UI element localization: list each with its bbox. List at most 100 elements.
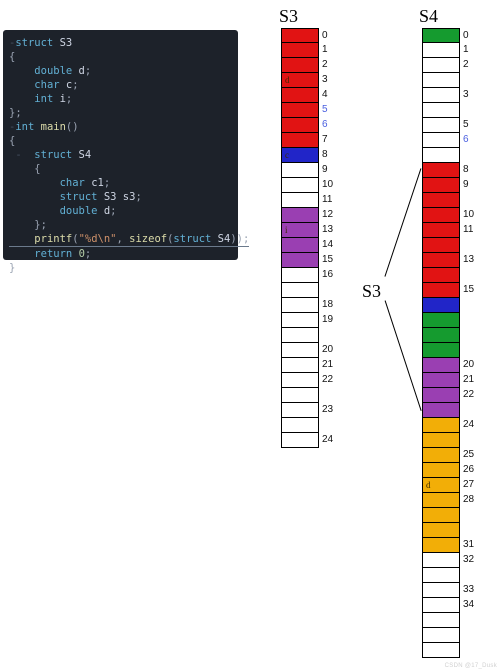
memory-column-s3: 0123d45678c910111213i1415161819202122232… bbox=[281, 28, 319, 448]
byte-index-label: 5 bbox=[463, 120, 469, 130]
byte-index-label: 3 bbox=[463, 90, 469, 100]
brace-stroke bbox=[384, 168, 421, 276]
code-token: }; bbox=[9, 107, 22, 119]
memory-cell: 0 bbox=[422, 28, 460, 43]
byte-index-label: 9 bbox=[322, 165, 328, 175]
code-token: ; bbox=[104, 177, 110, 189]
memory-cell: 21 bbox=[422, 373, 460, 388]
byte-index-label: 18 bbox=[322, 300, 333, 310]
memory-cell bbox=[281, 328, 319, 343]
memory-cell: 34 bbox=[422, 598, 460, 613]
field-label: i bbox=[285, 225, 288, 235]
byte-index-label: 24 bbox=[463, 420, 474, 430]
memory-cell: 21 bbox=[281, 358, 319, 373]
byte-index-label: 15 bbox=[322, 255, 333, 265]
byte-index-label: 21 bbox=[463, 375, 474, 385]
column-title-s3: S3 bbox=[279, 6, 298, 27]
code-line: return 0; bbox=[9, 247, 232, 261]
code-line: } bbox=[9, 261, 232, 275]
memory-cell: 10 bbox=[422, 208, 460, 223]
code-token: double bbox=[34, 65, 72, 77]
memory-cell: 16 bbox=[281, 268, 319, 283]
memory-cell: 13 bbox=[422, 253, 460, 268]
memory-cell: 20 bbox=[422, 358, 460, 373]
byte-index-label: 6 bbox=[322, 120, 328, 130]
memory-cell: 14 bbox=[281, 238, 319, 253]
memory-cell: 27d bbox=[422, 478, 460, 493]
code-token bbox=[9, 163, 34, 175]
code-token: main bbox=[41, 121, 66, 133]
memory-cell: 3 bbox=[422, 88, 460, 103]
code-token: } bbox=[9, 262, 15, 274]
memory-cell: 9 bbox=[281, 163, 319, 178]
code-token: sizeof bbox=[129, 233, 167, 245]
memory-cell: 20 bbox=[281, 343, 319, 358]
code-token: S4 bbox=[72, 149, 91, 161]
byte-index-label: 13 bbox=[463, 255, 474, 265]
code-token: ; bbox=[135, 191, 141, 203]
column-title-s4: S4 bbox=[419, 6, 438, 27]
byte-index-label: 23 bbox=[322, 405, 333, 415]
memory-cell: 6 bbox=[422, 133, 460, 148]
memory-cell: 15 bbox=[422, 283, 460, 298]
memory-cell bbox=[422, 403, 460, 418]
byte-index-label: 2 bbox=[463, 60, 469, 70]
byte-index-label: 0 bbox=[322, 31, 328, 41]
byte-index-label: 20 bbox=[463, 360, 474, 370]
watermark: CSDN @17_Dusk bbox=[445, 663, 497, 669]
memory-cell: 5 bbox=[422, 118, 460, 133]
code-token: S3 s3 bbox=[98, 191, 136, 203]
s3-brace-label: S3 bbox=[362, 281, 381, 302]
byte-index-label: 28 bbox=[463, 495, 474, 505]
memory-cell: 15 bbox=[281, 253, 319, 268]
byte-index-label: 7 bbox=[322, 135, 328, 145]
byte-index-label: 2 bbox=[322, 60, 328, 70]
code-token bbox=[9, 177, 60, 189]
byte-index-label: 1 bbox=[322, 45, 328, 55]
memory-cell bbox=[422, 328, 460, 343]
memory-cell: 18 bbox=[281, 298, 319, 313]
code-token: c1 bbox=[85, 177, 104, 189]
memory-cell bbox=[281, 283, 319, 298]
byte-index-label: 0 bbox=[463, 31, 469, 41]
byte-index-label: 4 bbox=[322, 90, 328, 100]
code-line: { bbox=[9, 162, 232, 176]
code-line: -int main() bbox=[9, 120, 232, 134]
code-line: }; bbox=[9, 106, 232, 120]
code-panel: -struct S3{ double d; char c; int i;};-i… bbox=[3, 30, 238, 260]
code-token: ; bbox=[85, 65, 91, 77]
code-token: int bbox=[34, 93, 53, 105]
byte-index-label: 9 bbox=[463, 180, 469, 190]
byte-index-label: 34 bbox=[463, 600, 474, 610]
memory-cell: 13i bbox=[281, 223, 319, 238]
code-line: double d; bbox=[9, 204, 232, 218]
byte-index-label: 25 bbox=[463, 450, 474, 460]
byte-index-label: 6 bbox=[463, 135, 469, 145]
code-token: }; bbox=[34, 219, 47, 231]
code-token: struct bbox=[60, 191, 98, 203]
memory-cell bbox=[422, 343, 460, 358]
byte-index-label: 12 bbox=[322, 210, 333, 220]
code-token: ; bbox=[66, 93, 72, 105]
code-token: - bbox=[9, 149, 34, 161]
byte-index-label: 3 bbox=[322, 75, 328, 85]
memory-cell: 31 bbox=[422, 538, 460, 553]
code-token: "%d\n" bbox=[79, 233, 117, 245]
memory-cell: 11 bbox=[422, 223, 460, 238]
code-token: char bbox=[60, 177, 85, 189]
byte-index-label: 8 bbox=[463, 165, 469, 175]
memory-cell: 10 bbox=[281, 178, 319, 193]
byte-index-label: 10 bbox=[463, 210, 474, 220]
memory-cell: 4 bbox=[281, 88, 319, 103]
code-token: c bbox=[60, 79, 73, 91]
memory-cell: 33 bbox=[422, 583, 460, 598]
byte-index-label: 22 bbox=[463, 390, 474, 400]
field-label: c bbox=[285, 150, 289, 160]
code-token: d bbox=[98, 205, 111, 217]
byte-index-label: 5 bbox=[322, 105, 328, 115]
memory-cell bbox=[422, 148, 460, 163]
memory-cell: 22 bbox=[422, 388, 460, 403]
byte-index-label: 19 bbox=[322, 315, 333, 325]
memory-cell: 24 bbox=[281, 433, 319, 448]
memory-cell bbox=[422, 523, 460, 538]
